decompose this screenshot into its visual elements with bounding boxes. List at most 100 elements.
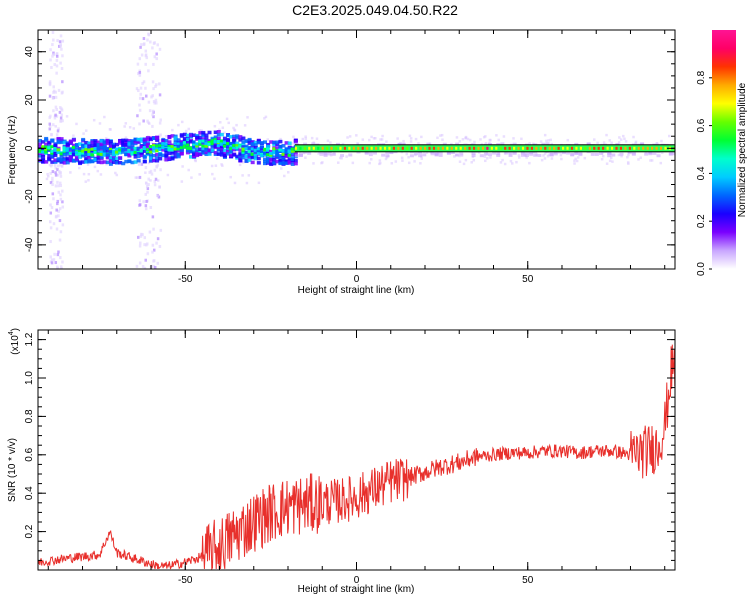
spectrogram-core-cell [127, 150, 131, 154]
spectrogram-speckle [503, 162, 507, 166]
spectrogram-speckle [163, 158, 166, 161]
spectrogram-streak-cell [155, 101, 158, 105]
spectrogram-band-cell [216, 136, 221, 141]
spectrogram-band-cell [41, 153, 46, 157]
spectrogram-speckle [619, 138, 623, 141]
spectrogram-band-cell [124, 142, 129, 147]
spectrogram-speckle [312, 162, 315, 165]
spectrogram-speckle [87, 172, 91, 176]
spectrogram-streak-cell [57, 214, 60, 218]
spectrogram-streak-cell [136, 114, 139, 118]
spectrogram-band-cell [108, 152, 113, 156]
spectrogram-streak-cell [143, 243, 146, 247]
spectrogram-streak-cell [49, 255, 52, 259]
spectrogram-band-cell [173, 136, 178, 140]
snr-frame [37, 329, 676, 571]
spectrogram-speckle [361, 138, 365, 141]
spectrogram-band-cell [269, 157, 274, 162]
spectrogram-streak-cell [142, 119, 145, 123]
trace-core-cell [486, 146, 489, 150]
spectrogram-core-cell [210, 139, 215, 143]
spectrogram-speckle [600, 157, 604, 161]
spectrogram-streak-cell [52, 90, 55, 94]
trace-core-cell [446, 146, 449, 150]
spectrogram-band-cell [241, 155, 246, 160]
spectrogram-band-cell [232, 147, 237, 152]
trace-core-cell [317, 146, 320, 150]
spectrogram-core-cell [130, 150, 134, 154]
spectrogram-speckle [279, 137, 282, 141]
spectrogram-core-cell [272, 150, 276, 154]
spectrogram-band-cell [102, 145, 107, 149]
spectrogram-streak-cell [48, 94, 52, 98]
spectrogram-speckle [405, 152, 409, 156]
spectrogram-speckle [114, 171, 117, 175]
spectrogram-streak-cell [59, 119, 62, 123]
spectrogram-core-cell [133, 151, 138, 155]
spectrogram-band-cell [232, 134, 237, 139]
spectrogram-streak-cell [137, 72, 140, 76]
spectrogram-streak-cell [51, 43, 54, 47]
spectrogram-speckle [372, 137, 376, 140]
spectrogram-band-cell [278, 161, 283, 166]
spectrogram-speckle [82, 172, 86, 176]
spectrogram-band-cell [90, 159, 95, 164]
spectrogram-band-cell [173, 134, 178, 139]
trace-core-cell [468, 146, 471, 150]
spectrogram-speckle [546, 154, 550, 158]
spectrogram-core-cell [68, 151, 73, 155]
spectrogram-streak-cell [50, 261, 54, 265]
spectrogram-streak-cell [146, 242, 149, 246]
spectrogram-speckle [484, 141, 488, 145]
spectrogram-speckle [479, 138, 482, 141]
spectrogram-band-cell [167, 151, 172, 155]
spectrogram-speckle [573, 159, 576, 162]
spectrogram-core-cell [263, 147, 267, 151]
spectrogram-speckle [341, 142, 345, 146]
spectrogram-speckle [283, 174, 286, 178]
spectrogram-band-cell [56, 139, 61, 144]
spectrogram-halo-cell [459, 152, 464, 156]
spectrogram-streak-cell [57, 209, 60, 213]
spectrogram-speckle [233, 181, 237, 185]
spectrogram-speckle [543, 157, 547, 160]
spectrogram-band-cell [284, 161, 289, 165]
spectrogram-halo-cell [331, 152, 336, 156]
spectrogram-band-cell [204, 148, 209, 152]
trace-band [294, 145, 675, 152]
spectrogram-streak-cell [56, 168, 59, 172]
spectrogram-streak-cell [144, 86, 147, 90]
trace-core-cell [472, 146, 476, 150]
spectrogram-band-cell [136, 154, 141, 159]
spectrogram-streak-cell [59, 184, 63, 188]
spectrogram-streak-cell [54, 90, 57, 94]
spectrogram-speckle [96, 169, 100, 173]
spectrogram-speckle [462, 162, 466, 166]
spectrogram-band-cell [210, 143, 215, 148]
trace-core-cell [570, 146, 574, 150]
spectrogram-core-cell [99, 152, 104, 156]
spectrogram-band-cell [216, 130, 221, 134]
spectrogram-core-cell [253, 153, 258, 157]
spectrogram-halo-cell [668, 152, 673, 156]
spectrogram-streak-cell [144, 207, 148, 211]
spectrogram-core-cell [287, 149, 292, 153]
spectrogram-streak-cell [55, 64, 59, 68]
spectrogram-band-cell [84, 160, 89, 164]
trace-core-cell [566, 146, 569, 150]
spectrogram-streak-cell [158, 185, 161, 189]
spectrogram-band-cell [99, 147, 104, 152]
spectrogram-band-cell [115, 161, 120, 165]
spectrogram-speckle [136, 176, 139, 179]
spectrogram-speckle [420, 135, 423, 139]
spectrogram-speckle [320, 161, 323, 165]
spectrogram-core-cell [229, 142, 233, 146]
trace-core-cell [557, 146, 560, 150]
spectrogram-speckle [65, 115, 69, 118]
spectrogram-band-cell [111, 160, 116, 165]
spectrogram-band-cell [56, 137, 61, 141]
spectrogram-speckle [634, 140, 638, 144]
spectrogram-speckle [470, 161, 473, 164]
spectrogram-band-cell [139, 145, 144, 149]
spectrogram-halo-cell [570, 152, 575, 156]
